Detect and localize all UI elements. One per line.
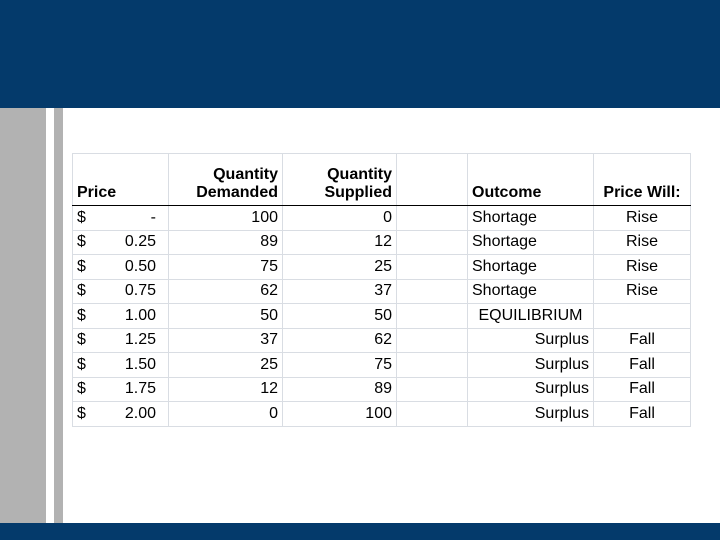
outcome-cell: Surplus: [467, 376, 594, 402]
empty-cell: [396, 278, 468, 304]
supplied-cell: 25: [282, 254, 397, 280]
currency: $: [77, 380, 86, 398]
demanded-cell: 50: [168, 303, 283, 329]
supplied-cell: 0: [282, 205, 397, 231]
supplied-cell: 75: [282, 352, 397, 378]
price: 1.50: [124, 355, 156, 373]
table-row: $1.75 12 89 Surplus Fall: [72, 376, 691, 402]
currency: $: [77, 404, 86, 422]
table-row: $1.00 50 50 EQUILIBRIUM: [72, 303, 691, 329]
outcome-cell: Shortage: [467, 205, 594, 231]
empty-cell: [396, 327, 468, 353]
table-row: $1.25 37 62 Surplus Fall: [72, 327, 691, 353]
outcome-cell: Surplus: [467, 401, 594, 427]
side-bar: [0, 108, 46, 523]
currency: $: [77, 208, 86, 226]
table-row: $0.75 62 37 Shortage Rise: [72, 278, 691, 304]
table-row: $0.50 75 25 Shortage Rise: [72, 254, 691, 280]
table-body: Price Quantity Demanded Quantity Supplied …: [72, 153, 691, 427]
empty-cell: [396, 352, 468, 378]
price-cell: $1.00: [72, 303, 169, 329]
header-cell: [396, 153, 468, 206]
price: 2.00: [124, 404, 156, 422]
table: Price Quantity Demanded Quantity Supplied …: [72, 153, 691, 427]
header-cell: Quantity Demanded: [168, 153, 283, 206]
outcome-cell: Surplus: [467, 327, 594, 353]
header-text: Quantity: [327, 166, 392, 183]
price-will-cell: Rise: [593, 254, 691, 280]
empty-cell: [396, 205, 468, 231]
price-cell: $ -: [72, 205, 169, 231]
demanded-cell: 0: [168, 401, 283, 427]
demanded-cell: 89: [168, 229, 283, 255]
currency: $: [77, 355, 86, 373]
outcome-cell: Surplus: [467, 352, 594, 378]
demanded-cell: 25: [168, 352, 283, 378]
price-cell: $0.50: [72, 254, 169, 280]
supplied-cell: 12: [282, 229, 397, 255]
table-row: $1.50 25 75 Surplus Fall: [72, 352, 691, 378]
price-cell: $1.50: [72, 352, 169, 378]
price: 0.75: [124, 282, 156, 300]
empty-cell: [396, 254, 468, 280]
empty-cell: [396, 229, 468, 255]
header-text: Quantity: [213, 166, 278, 183]
outcome-cell: Shortage: [467, 278, 594, 304]
currency: $: [77, 257, 86, 275]
empty-cell: [396, 376, 468, 402]
price-cell: $0.75: [72, 278, 169, 304]
price: 1.00: [124, 306, 156, 324]
side-bar: [54, 108, 63, 523]
price-will-cell: Rise: [593, 278, 691, 304]
price: 1.25: [124, 331, 156, 349]
header-band: [0, 0, 720, 108]
supplied-cell: 62: [282, 327, 397, 353]
currency: $: [77, 233, 86, 251]
price: 0.25: [124, 233, 156, 251]
empty-cell: [396, 401, 468, 427]
price: 1.75: [124, 380, 156, 398]
outcome-cell: Shortage: [467, 229, 594, 255]
header-cell: Outcome: [467, 153, 594, 206]
table-row: $2.00 0 100 Surplus Fall: [72, 401, 691, 427]
demanded-cell: 37: [168, 327, 283, 353]
price-will-cell: Rise: [593, 229, 691, 255]
price-will-cell: Fall: [593, 327, 691, 353]
header-row: Price Quantity Demanded Quantity Supplied …: [72, 153, 691, 206]
table-row: $ -100 0 Shortage Rise: [72, 205, 691, 231]
header-cell: Price: [72, 153, 169, 206]
demanded-cell: 75: [168, 254, 283, 280]
header-text: Demanded: [196, 184, 278, 201]
footer-band: [0, 523, 720, 540]
price: -: [150, 208, 156, 226]
price: 0.50: [124, 257, 156, 275]
supplied-cell: 37: [282, 278, 397, 304]
outcome-cell: Shortage: [467, 254, 594, 280]
table-row: $0.25 89 12 Shortage Rise: [72, 229, 691, 255]
supplied-cell: 50: [282, 303, 397, 329]
currency: $: [77, 306, 86, 324]
price-will-cell: Fall: [593, 401, 691, 427]
outcome-cell: EQUILIBRIUM: [467, 303, 594, 329]
header-cell: Quantity Supplied: [282, 153, 397, 206]
price-cell: $2.00: [72, 401, 169, 427]
price-will-cell: [593, 303, 691, 329]
demanded-cell: 12: [168, 376, 283, 402]
price-will-cell: Fall: [593, 352, 691, 378]
currency: $: [77, 282, 86, 300]
empty-cell: [396, 303, 468, 329]
price-cell: $0.25: [72, 229, 169, 255]
header-cell: Price Will:: [593, 153, 691, 206]
price-cell: $1.75: [72, 376, 169, 402]
demanded-cell: 100: [168, 205, 283, 231]
currency: $: [77, 331, 86, 349]
supplied-cell: 89: [282, 376, 397, 402]
price-cell: $1.25: [72, 327, 169, 353]
header-text: Supplied: [324, 184, 392, 201]
supplied-cell: 100: [282, 401, 397, 427]
price-will-cell: Rise: [593, 205, 691, 231]
price-will-cell: Fall: [593, 376, 691, 402]
demanded-cell: 62: [168, 278, 283, 304]
